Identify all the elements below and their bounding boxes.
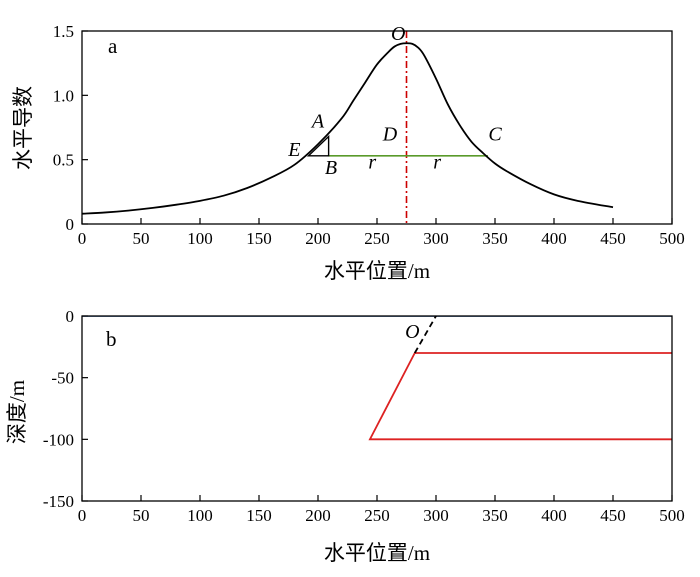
chart-a-x-tick-label: 400: [541, 229, 567, 248]
chart-a-x-tick-label: 100: [187, 229, 213, 248]
chart-b-y-tick-label: -50: [51, 369, 74, 388]
chart-a-x-tick-label: 0: [78, 229, 87, 248]
chart-b-x-axis-label: 水平位置/m: [324, 541, 430, 565]
chart-b-x-tick-label: 300: [423, 506, 449, 525]
chart-b-frame: [81, 315, 673, 502]
chart-b-x-tick-label: 0: [78, 506, 87, 525]
chart-a-x-tick-label: 150: [246, 229, 272, 248]
chart-a-point-label: O: [391, 23, 405, 45]
chart-b-y-axis-label: 深度/m: [5, 380, 29, 444]
chart-a-series-line: [82, 42, 614, 215]
chart-a-point-label: r: [368, 152, 376, 174]
chart-a-y-tick-label: 1.0: [53, 86, 74, 105]
chart-a-x-tick-label: 350: [482, 229, 508, 248]
chart-b: 0 50 100 150 200 250 300 350 400 450 500 0 -50 -100 -1…: [5, 307, 685, 565]
chart-a-point-label: D: [382, 123, 398, 145]
chart-a-panel-label: a: [108, 34, 118, 58]
chart-b-x-tick-label: 350: [482, 506, 508, 525]
chart-b-x-tick-label: 200: [305, 506, 331, 525]
chart-a-y-tick-label: 0.5: [53, 151, 74, 170]
chart-a-point-label: B: [325, 157, 337, 179]
chart-b-x-tick-label: 150: [246, 506, 272, 525]
chart-a-x-tick-label: 500: [659, 229, 685, 248]
chart-b-x-tick-label: 250: [364, 506, 390, 525]
chart-a-x-tick-label: 250: [364, 229, 390, 248]
chart-a-y-tick-label: 1.5: [53, 22, 74, 41]
chart-b-y-tick-label: -100: [43, 430, 74, 449]
chart-a: 0 50 100 150 200 250 300 350 400 450 500 0 0.5 1.0 1.5…: [11, 22, 685, 283]
chart-b-series-line: [368, 352, 672, 441]
chart-b-y-tick-label: -150: [43, 492, 74, 511]
chart-a-point-label: C: [488, 123, 502, 145]
chart-a-x-axis-label: 水平位置/m: [324, 259, 430, 283]
chart-a-x-tick-label: 200: [305, 229, 331, 248]
chart-b-x-tick-label: 50: [133, 506, 150, 525]
chart-b-x-tick-label: 450: [600, 506, 626, 525]
chart-a-point-label: r: [433, 152, 441, 174]
chart-b-x-tick-label: 400: [541, 506, 567, 525]
chart-a-point-label: A: [310, 111, 325, 133]
chart-b-x-tick-label: 500: [659, 506, 685, 525]
chart-b-series-line: [413, 316, 437, 354]
chart-a-point-label: E: [287, 139, 300, 161]
chart-a-y-tick-label: 0: [66, 215, 75, 234]
chart-a-frame: [81, 30, 673, 225]
chart-b-point-label: O: [405, 321, 419, 343]
chart-a-x-tick-label: 50: [133, 229, 150, 248]
chart-b-x-tick-label: 100: [187, 506, 213, 525]
chart-a-triangle: [306, 134, 330, 157]
chart-a-x-tick-label: 300: [423, 229, 449, 248]
chart-b-panel-label: b: [106, 327, 117, 351]
chart-a-y-axis-label: 水平导数: [11, 86, 35, 170]
chart-b-y-tick-label: 0: [66, 307, 75, 326]
chart-a-x-tick-label: 450: [600, 229, 626, 248]
